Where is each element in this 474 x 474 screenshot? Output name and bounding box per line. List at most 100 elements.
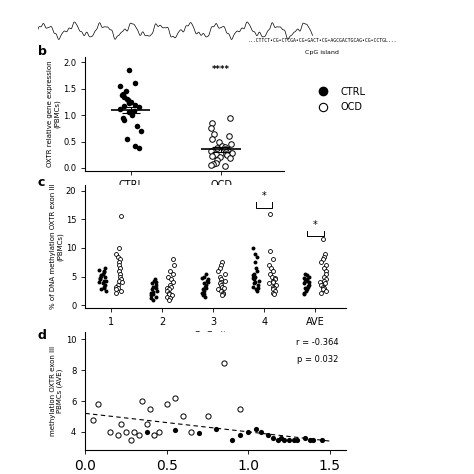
Point [99, 280, 107, 287]
Point [254, 267, 261, 274]
Point [125, 97, 132, 104]
Point [187, 428, 195, 436]
Point [209, 153, 216, 160]
Point [269, 434, 276, 442]
Point [166, 294, 173, 302]
Point [290, 436, 298, 443]
Point [152, 284, 159, 292]
Point [202, 282, 210, 289]
Point [148, 285, 156, 293]
Point [306, 436, 314, 443]
Point [114, 284, 121, 292]
Point [220, 359, 228, 366]
Point [115, 258, 122, 266]
Point [304, 283, 311, 290]
Point [196, 429, 203, 437]
Point [210, 130, 218, 137]
Point [120, 102, 128, 109]
Point [303, 276, 310, 283]
Point [303, 285, 310, 293]
Point [245, 428, 252, 436]
Point [218, 276, 225, 283]
Point [269, 279, 276, 286]
Point [135, 431, 143, 439]
Point [301, 274, 308, 282]
Point [204, 276, 211, 283]
Point [125, 109, 133, 116]
Point [164, 287, 171, 295]
Point [113, 250, 120, 257]
Point [249, 274, 257, 282]
Point [249, 272, 256, 279]
Point [149, 290, 157, 298]
Point [119, 90, 127, 98]
Point [167, 276, 174, 283]
Point [227, 140, 235, 148]
Point [120, 93, 128, 100]
Point [213, 159, 220, 166]
Point [207, 125, 215, 132]
Point [137, 127, 145, 135]
Point [320, 277, 328, 285]
Point [131, 100, 138, 108]
Point [251, 273, 259, 280]
Point [117, 213, 124, 220]
Point [318, 289, 325, 296]
Point [269, 285, 277, 293]
Point [319, 285, 327, 293]
Point [300, 289, 308, 296]
Point [217, 287, 225, 295]
Point [125, 66, 133, 74]
Point [90, 416, 97, 423]
Point [269, 289, 277, 296]
Point [285, 436, 293, 443]
Point [254, 282, 262, 289]
Point [102, 277, 110, 285]
Point [200, 287, 207, 295]
Point [213, 144, 221, 152]
Point [224, 151, 231, 159]
Point [122, 428, 130, 436]
Point [170, 261, 177, 269]
Point [214, 285, 222, 293]
Point [301, 277, 309, 284]
Point [265, 280, 273, 287]
Point [98, 285, 105, 293]
Point [267, 264, 274, 272]
Point [167, 282, 174, 289]
Point [269, 283, 277, 291]
Point [253, 425, 260, 433]
Point [237, 431, 244, 439]
Point [219, 290, 227, 298]
Point [128, 111, 136, 119]
Point [237, 405, 244, 412]
Point [204, 279, 211, 286]
Point [148, 280, 155, 287]
Point [130, 107, 138, 115]
Point [270, 255, 277, 263]
Point [212, 150, 220, 158]
Point [221, 277, 228, 285]
Point [250, 270, 257, 277]
Point [214, 267, 222, 274]
Point [164, 273, 172, 280]
Point [310, 436, 317, 443]
Point [216, 138, 223, 146]
Point [207, 147, 214, 155]
Point [216, 154, 224, 161]
Point [101, 282, 109, 289]
Point [152, 293, 160, 301]
Point [304, 283, 311, 291]
Point [144, 428, 151, 436]
Point [203, 277, 210, 284]
Point [118, 91, 126, 99]
Point [250, 280, 258, 287]
Point [303, 277, 311, 285]
Point [320, 284, 328, 292]
Point [249, 244, 256, 252]
Point [217, 279, 225, 286]
Point [218, 258, 226, 266]
Point [228, 149, 236, 157]
Point [226, 155, 234, 162]
Point [118, 420, 125, 428]
